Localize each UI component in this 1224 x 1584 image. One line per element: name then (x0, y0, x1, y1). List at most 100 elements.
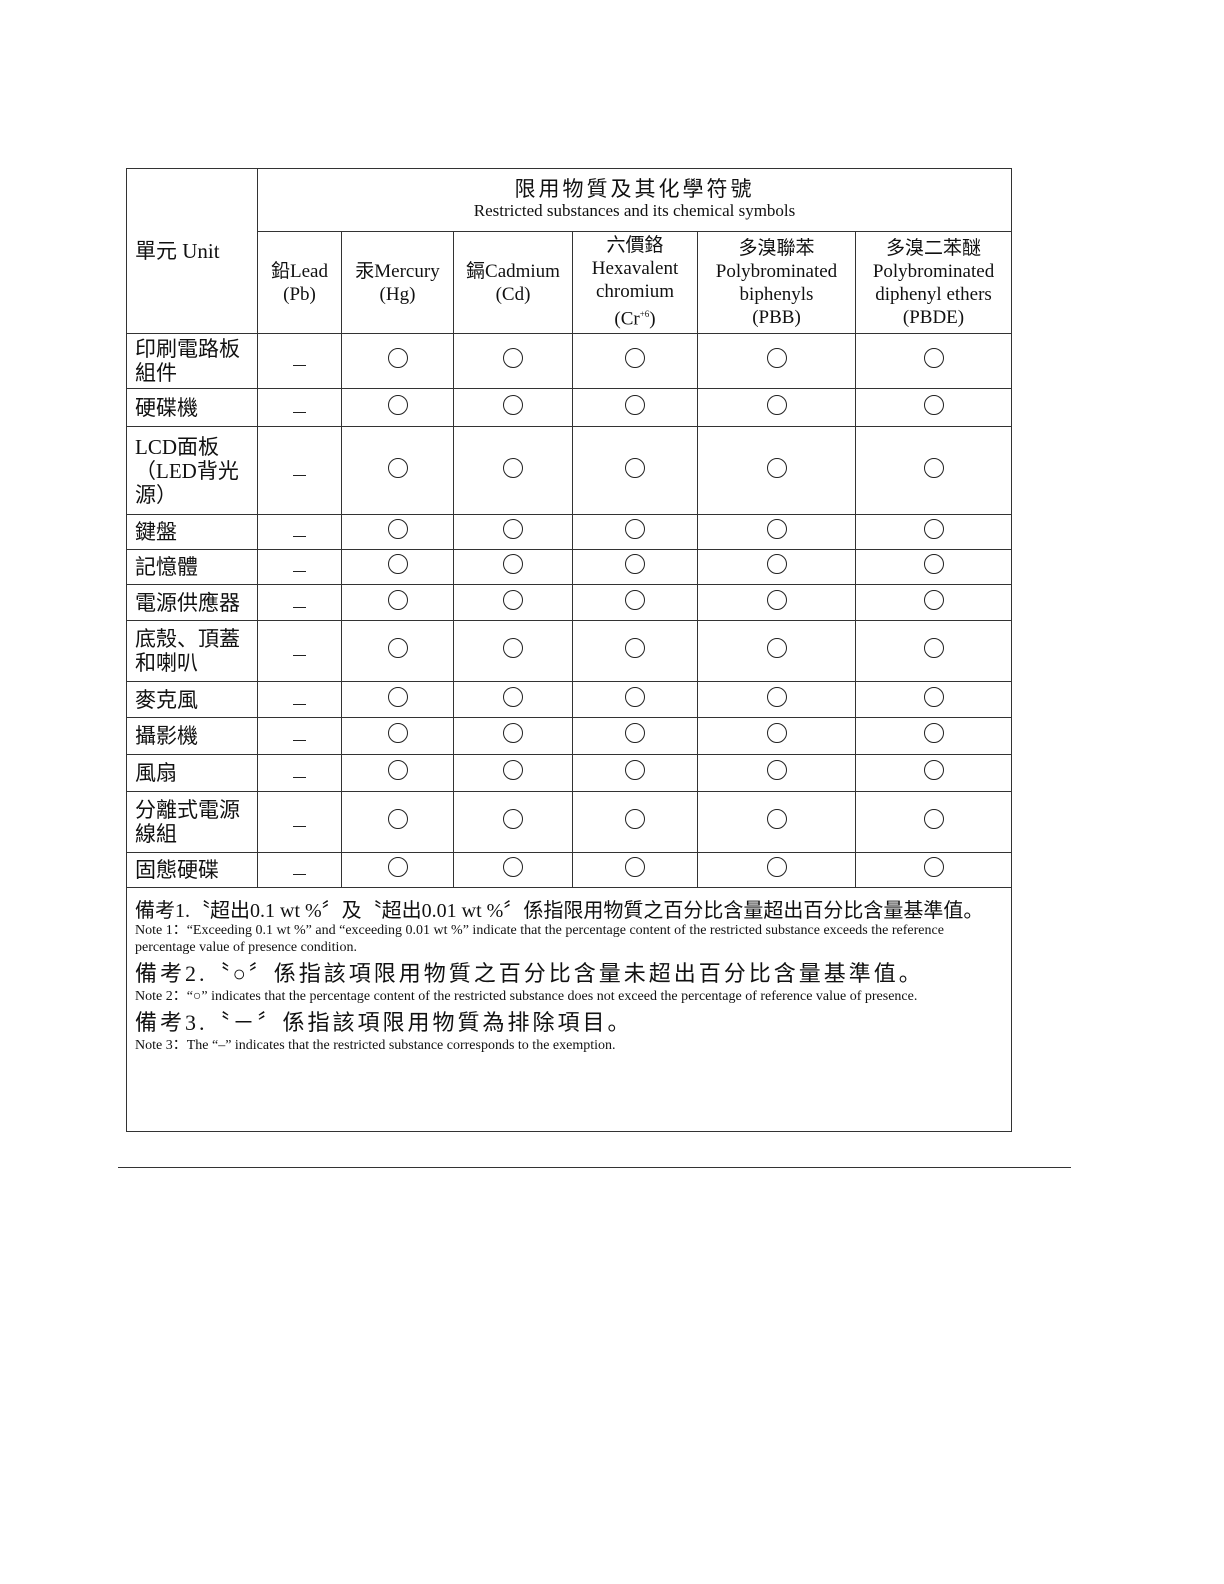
substance-cell (697, 549, 856, 585)
substance-cell (572, 426, 698, 515)
substance-cell (854, 584, 1013, 621)
circle-mark (625, 723, 645, 743)
substance-cell (697, 791, 856, 853)
unit-name: 記憶體 (126, 549, 258, 585)
circle-mark (503, 519, 523, 539)
substance-cell (453, 388, 573, 427)
substance-cell (854, 514, 1013, 550)
substance-cell (697, 333, 856, 389)
dash-mark (293, 571, 306, 572)
substance-cell (257, 681, 342, 718)
substance-cell (697, 681, 856, 718)
table-row: 麥克風 (126, 681, 1013, 718)
substance-cell (341, 584, 454, 621)
circle-mark (625, 394, 645, 415)
column-en: Hexavalent chromium (591, 258, 679, 303)
dash-mark (293, 474, 306, 476)
circle-mark (387, 809, 408, 829)
substance-cell (453, 852, 573, 888)
table-row: 固態硬碟 (126, 852, 1013, 888)
circle-mark (387, 589, 408, 610)
circle-mark (387, 457, 408, 478)
unit-name: LCD面板（LED背光源） (126, 426, 258, 515)
substance-cell (572, 791, 698, 853)
circle-mark (503, 686, 523, 707)
unit-name: 固態硬碟 (126, 852, 258, 888)
note3-en: Note 3：The “–” indicates that the restri… (135, 1038, 616, 1053)
dash-mark (293, 365, 306, 366)
unit-name: 底殼、頂蓋和喇叭 (126, 620, 258, 682)
substance-cell (341, 426, 454, 515)
circle-mark (923, 519, 944, 539)
note2-cn: 備考2.〝○〞係指該項限用物質之百分比含量未超出百分比含量基準值。 (135, 961, 924, 986)
substance-cell (453, 681, 573, 718)
column-cn: 鉛Lead (271, 260, 328, 282)
substance-cell (257, 620, 342, 682)
circle-mark (766, 638, 787, 658)
circle-mark (503, 723, 523, 743)
note1-cn: 備考1.〝超出0.1 wt %〞及〝超出0.01 wt %〞係指限用物質之百分比… (135, 900, 984, 922)
circle-mark (387, 723, 408, 743)
column-symbol: (Pb) (283, 283, 316, 305)
substance-cell (453, 549, 573, 585)
circle-mark (923, 809, 944, 829)
substance-cell (257, 333, 342, 389)
circle-mark (503, 348, 523, 368)
circle-mark (503, 857, 523, 877)
column-cn: 多溴二苯醚 (886, 237, 982, 259)
substance-cell (341, 852, 454, 888)
unit-name: 麥克風 (126, 681, 258, 718)
circle-mark (625, 457, 645, 478)
circle-mark (923, 686, 944, 707)
table-row: LCD面板（LED背光源） (126, 426, 1013, 515)
substance-cell (453, 333, 573, 389)
column-header: 六價鉻 Hexavalent chromium (Cr+6) (572, 231, 698, 334)
circle-mark (387, 638, 408, 658)
column-cn: 六價鉻 (606, 235, 664, 257)
circle-mark (387, 519, 408, 539)
substance-cell (453, 426, 573, 515)
substance-cell (854, 852, 1013, 888)
circle-mark (766, 457, 787, 478)
circle-mark (503, 760, 523, 780)
circle-mark (625, 760, 645, 780)
circle-mark (503, 809, 523, 829)
circle-mark (766, 809, 787, 829)
unit-name: 鍵盤 (126, 514, 258, 550)
circle-mark (923, 554, 944, 574)
substance-cell (572, 514, 698, 550)
dash-mark (293, 777, 306, 778)
substance-cell (854, 333, 1013, 389)
substance-cell (453, 754, 573, 792)
substance-cell (341, 388, 454, 427)
circle-mark (625, 348, 645, 368)
circle-mark (387, 760, 408, 780)
substance-cell (697, 426, 856, 515)
substance-cell (572, 584, 698, 621)
substance-cell (854, 791, 1013, 853)
substance-cell (257, 852, 342, 888)
substance-cell (572, 754, 698, 792)
circle-mark (387, 857, 408, 877)
note2-en: Note 2：“○” indicates that the percentage… (135, 989, 918, 1004)
horizontal-divider (118, 1167, 1071, 1168)
substance-cell (697, 584, 856, 621)
circle-mark (766, 554, 787, 574)
circle-mark (503, 394, 523, 415)
substance-cell (854, 717, 1013, 755)
substance-cell (697, 717, 856, 755)
table-row: 攝影機 (126, 717, 1013, 755)
column-symbol: (PBDE) (902, 306, 965, 328)
column-symbol: (Hg) (379, 283, 416, 305)
substance-cell (341, 681, 454, 718)
note1-en: Note 1：“Exceeding 0.1 wt %” and “exceedi… (135, 923, 944, 955)
column-symbol: (PBB) (752, 306, 801, 328)
dash-mark (293, 874, 306, 875)
substance-cell (257, 754, 342, 792)
circle-mark (923, 638, 944, 658)
table-row: 記憶體 (126, 549, 1013, 585)
substance-cell (257, 791, 342, 853)
dash-mark (293, 536, 306, 537)
unit-header: 單元 Unit (126, 168, 258, 334)
dash-mark (293, 655, 306, 656)
